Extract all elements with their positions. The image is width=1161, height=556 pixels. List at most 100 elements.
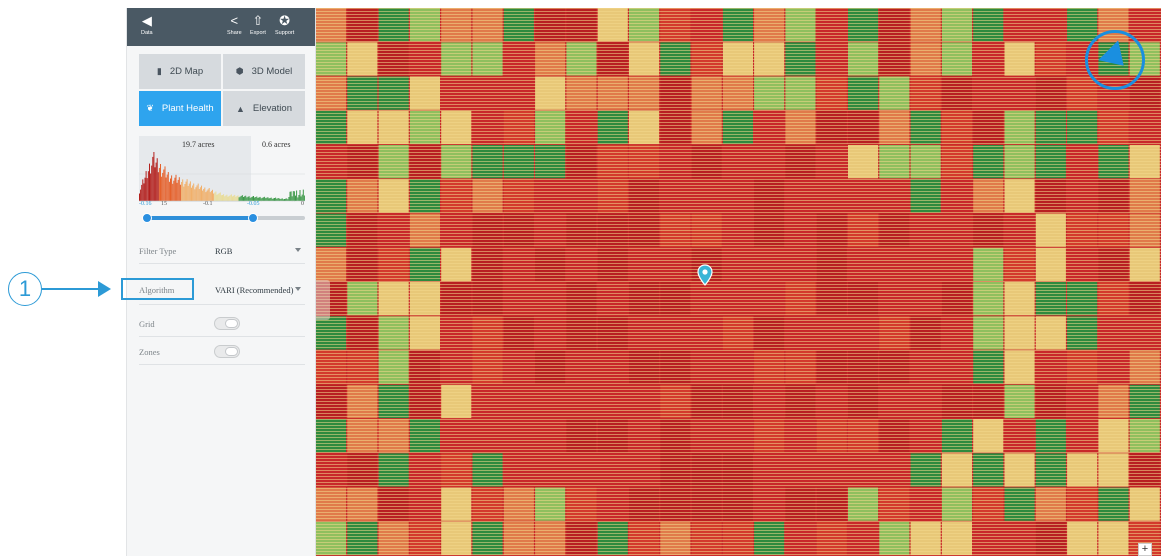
histogram-bar <box>266 197 268 201</box>
histogram-bar <box>239 196 241 201</box>
support-button[interactable]: ✪ Support <box>275 12 294 36</box>
grid-label: Grid <box>139 319 155 329</box>
histogram-bar <box>237 195 239 201</box>
leaf-icon: ❦ <box>146 103 154 113</box>
histogram-bar <box>296 190 298 201</box>
histogram-bar <box>217 193 219 201</box>
histogram-bar <box>162 172 164 201</box>
histogram-bar <box>247 196 249 201</box>
toggle-knob <box>225 347 238 356</box>
histogram-bar <box>218 193 220 201</box>
histogram-bar <box>213 193 215 201</box>
histogram-bar <box>170 178 171 201</box>
mode-label: 3D Model <box>251 66 293 77</box>
grid-toggle[interactable] <box>214 317 240 330</box>
histogram-bar <box>152 156 154 201</box>
histogram-bar <box>207 189 209 201</box>
histogram-bar <box>226 194 228 201</box>
histogram-bar <box>249 197 251 202</box>
histogram-bar <box>236 196 238 201</box>
histogram-bar <box>264 196 266 201</box>
histogram-bar <box>303 195 305 201</box>
histogram-bar <box>139 193 140 201</box>
histogram-bar <box>268 198 270 201</box>
histogram-bar <box>198 189 200 201</box>
histogram-bar <box>145 171 147 201</box>
share-icon: < <box>230 13 239 28</box>
sidebar: ◀ Data < Share ⇧ Export ✪ Support ▮ 2D M… <box>126 8 316 556</box>
histogram-bar <box>212 189 213 201</box>
histogram-bar <box>171 175 173 201</box>
filter-type-label: Filter Type <box>139 246 177 256</box>
zones-label: Zones <box>139 347 160 357</box>
histogram-bar <box>228 196 230 201</box>
range-slider-high-handle[interactable] <box>248 213 258 223</box>
histogram-bar <box>254 197 256 201</box>
histogram-bar <box>282 199 284 201</box>
export-button[interactable]: ⇧ Export <box>250 12 266 36</box>
left-area-label: 19.7 acres <box>182 140 215 149</box>
algorithm-select[interactable]: VARI (Recommended) <box>215 285 294 295</box>
zones-toggle[interactable] <box>214 345 240 358</box>
histogram-bar <box>177 179 179 201</box>
histogram-bar <box>206 190 208 201</box>
range-slider-low-handle[interactable] <box>142 213 152 223</box>
histogram-bar <box>257 197 259 201</box>
mode-elevation-button[interactable]: ▲ Elevation <box>223 91 305 126</box>
map-icon: ▮ <box>156 66 162 76</box>
histogram-bar <box>219 192 221 201</box>
histogram-bar <box>295 195 296 201</box>
histogram-bar <box>290 191 292 201</box>
histogram-bar <box>149 163 150 201</box>
histogram-bar <box>201 185 202 201</box>
histogram-bar <box>270 197 272 201</box>
mode-2d-map-button[interactable]: ▮ 2D Map <box>139 54 221 89</box>
north-arrow-icon <box>1098 40 1134 76</box>
plant-health-map[interactable] <box>316 8 1161 556</box>
histogram-bar <box>157 172 159 201</box>
field-health-map <box>316 8 1161 556</box>
histogram-bar <box>293 191 295 202</box>
histogram-bar <box>194 189 196 201</box>
tick-label: -0.1 <box>203 201 213 207</box>
histogram-bar <box>267 197 269 201</box>
histogram-bar <box>189 181 191 201</box>
histogram-bar <box>280 198 282 201</box>
filter-type-select[interactable]: RGB <box>215 246 233 256</box>
histogram-bar <box>209 192 211 201</box>
location-pin-icon[interactable] <box>697 264 713 286</box>
histogram-bar <box>181 182 183 201</box>
zoom-in-button[interactable]: + <box>1138 543 1152 556</box>
mode-plant-health-button[interactable]: ❦ Plant Health <box>139 91 221 126</box>
histogram-bar <box>259 196 261 201</box>
zones-row: Zones <box>139 337 305 365</box>
share-button[interactable]: < Share <box>227 12 242 36</box>
histogram-bar <box>175 174 177 201</box>
histogram-bar <box>245 195 247 201</box>
histogram-bar <box>210 190 212 201</box>
histogram-bar <box>233 195 235 201</box>
back-button[interactable]: ◀ Data <box>141 12 153 36</box>
histogram-bar <box>182 179 184 201</box>
histogram-bar <box>160 164 161 201</box>
histogram-bar <box>250 197 252 201</box>
mode-3d-model-button[interactable]: ⬢ 3D Model <box>223 54 305 89</box>
histogram-bar <box>150 173 152 201</box>
histogram-bar <box>183 186 185 201</box>
histogram-bar <box>230 194 232 201</box>
histogram-bar <box>161 176 163 201</box>
histogram-bar <box>261 197 263 201</box>
callout-line <box>42 288 100 290</box>
histogram-bar <box>289 191 291 201</box>
histogram-bar <box>274 198 275 201</box>
histogram-bar <box>256 196 258 201</box>
sidebar-collapse-handle[interactable] <box>316 280 330 320</box>
histogram-bar <box>285 198 287 201</box>
histogram-bar <box>205 192 207 201</box>
histogram-bar <box>215 191 217 201</box>
histogram-bar <box>153 152 155 201</box>
histogram-bar <box>197 183 199 201</box>
histogram-bar <box>271 198 273 201</box>
compass-icon[interactable] <box>1085 30 1145 90</box>
